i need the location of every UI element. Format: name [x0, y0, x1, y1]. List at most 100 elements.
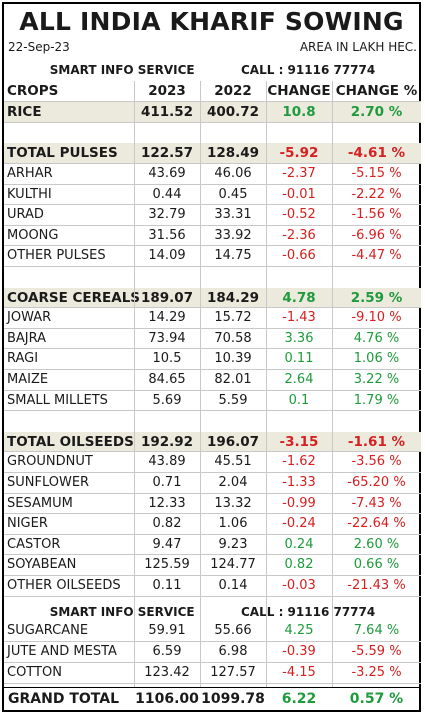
table-row: JOWAR 14.29 15.72 -1.43 -9.10 %: [4, 308, 421, 329]
value-2023: 9.47: [152, 536, 182, 552]
change-value: -0.01: [282, 186, 316, 202]
value-2022: 33.31: [214, 207, 252, 223]
crop-name: CASTOR: [7, 536, 61, 552]
crop-name: RICE: [7, 104, 42, 120]
report-date: 22-Sep-23: [8, 40, 70, 54]
table-row: URAD 32.79 33.31 -0.52 -1.56 %: [4, 205, 421, 226]
change-pct: -22.64 %: [347, 516, 406, 532]
value-2022: 1.06: [218, 516, 248, 532]
change-value: -4.15: [282, 665, 316, 680]
table-row: TOTAL OILSEEDS 192.92 196.07 -3.15 -1.61 %: [4, 431, 421, 453]
change-value: -3.15: [279, 433, 319, 450]
change-pct: 1.06 %: [353, 351, 400, 367]
value-2023: 125.59: [144, 557, 190, 573]
value-2023: 31.56: [148, 227, 186, 243]
value-2023: 122.57: [140, 145, 194, 161]
crop-name: OTHER OILSEEDS: [7, 578, 121, 593]
value-2022: 46.06: [214, 166, 252, 181]
change-pct: -65.20 %: [347, 475, 406, 490]
crop-name: BAJRA: [7, 330, 47, 346]
value-2022: 128.49: [206, 145, 260, 161]
crop-name: COARSE CEREALS: [7, 289, 141, 306]
value-2022: 0.14: [218, 578, 248, 593]
change-pct: -9.10 %: [351, 310, 402, 326]
table-row: SESAMUM 12.33 13.32 -0.99 -7.43 %: [4, 494, 421, 515]
page-title: ALL INDIA KHARIF SOWING: [19, 7, 404, 36]
change-pct: 4.76 %: [353, 330, 400, 346]
value-2023: 84.65: [148, 372, 186, 387]
grand-total-2022: 1099.78: [201, 691, 265, 707]
header-2022: 2022: [214, 83, 252, 99]
value-2022: 15.72: [214, 310, 252, 326]
change-pct: -4.61 %: [347, 145, 406, 161]
crop-name: MAIZE: [7, 372, 49, 387]
change-value: 0.24: [284, 536, 314, 552]
change-pct: 0.66 %: [353, 557, 400, 573]
table-row: JUTE AND MESTA 6.59 6.98 -0.39 -5.59 %: [4, 642, 421, 663]
change-value: 0.82: [284, 557, 314, 573]
change-pct: -6.96 %: [351, 227, 402, 243]
change-pct: -21.43 %: [347, 578, 406, 593]
crop-name: ARHAR: [7, 166, 53, 181]
value-2022: 0.45: [218, 186, 248, 202]
value-2022: 127.57: [210, 665, 256, 680]
crop-name: RAGI: [7, 351, 39, 367]
value-2022: 14.75: [214, 248, 252, 264]
table-header: CROPS 2023 2022 CHANGE CHANGE %: [4, 81, 421, 102]
value-2023: 0.44: [152, 186, 182, 202]
change-value: 3.36: [284, 330, 314, 346]
info-service-label: SMART INFO SERVICE: [49, 63, 195, 77]
value-2022: 13.32: [214, 495, 252, 511]
change-value: -0.24: [282, 516, 316, 532]
value-2023: 32.79: [148, 207, 186, 223]
value-2022: 9.23: [218, 536, 248, 552]
table-row: MOONG 31.56 33.92 -2.36 -6.96 %: [4, 226, 421, 247]
change-value: -0.66: [282, 248, 316, 264]
table-row: SUGARCANE 59.91 55.66 4.25 7.64 %: [4, 621, 421, 642]
table-row: ARHAR 43.69 46.06 -2.37 -5.15 %: [4, 164, 421, 185]
grand-total-label: GRAND TOTAL: [8, 691, 119, 707]
change-value: 4.78: [282, 289, 316, 306]
header-change: CHANGE: [267, 83, 331, 99]
change-value: -2.37: [282, 166, 316, 181]
table-row: NIGER 0.82 1.06 -0.24 -22.64 %: [4, 514, 421, 535]
column-divider: [266, 81, 267, 687]
info-call-label: CALL : 91116 77774: [241, 605, 376, 619]
value-2022: 124.77: [210, 557, 256, 573]
value-2023: 0.11: [152, 578, 182, 593]
table-row: RICE 411.52 400.72 10.8 2.70 %: [4, 102, 421, 123]
value-2023: 411.52: [140, 104, 194, 120]
value-2022: 400.72: [206, 104, 260, 120]
crop-name: JOWAR: [7, 310, 52, 326]
change-value: 0.1: [288, 392, 310, 408]
change-pct: -4.47 %: [351, 248, 402, 264]
table-row: COARSE CEREALS 189.07 184.29 4.78 2.59 %: [4, 287, 421, 309]
grand-total-change-pct: 0.57 %: [349, 691, 404, 707]
change-pct: -3.56 %: [351, 454, 402, 470]
crop-name: SUNFLOWER: [7, 475, 90, 490]
change-value: 0.11: [284, 351, 314, 367]
value-2023: 6.59: [152, 644, 182, 659]
info-call-label: CALL : 91116 77774: [241, 63, 376, 77]
change-pct: -5.15 %: [351, 166, 402, 181]
value-2022: 45.51: [214, 454, 252, 470]
value-2022: 55.66: [214, 623, 252, 638]
change-value: -0.39: [282, 644, 316, 659]
change-pct: 3.22 %: [353, 372, 400, 387]
change-pct: -2.22 %: [351, 186, 402, 202]
change-value: 4.25: [284, 623, 314, 638]
value-2023: 59.91: [148, 623, 186, 638]
value-2022: 82.01: [214, 372, 252, 387]
change-pct: 2.70 %: [350, 104, 403, 120]
value-2023: 189.07: [140, 289, 194, 306]
grand-total-change: 6.22: [281, 691, 317, 707]
change-value: -1.43: [282, 310, 316, 326]
table-row: SOYABEAN 125.59 124.77 0.82 0.66 %: [4, 555, 421, 576]
value-2022: 2.04: [218, 475, 248, 490]
value-2023: 14.09: [148, 248, 186, 264]
change-pct: 2.59 %: [350, 289, 403, 306]
value-2023: 123.42: [144, 665, 190, 680]
crop-name: GROUNDNUT: [7, 454, 93, 470]
value-2023: 10.5: [152, 351, 182, 367]
change-pct: -3.25 %: [351, 665, 402, 680]
